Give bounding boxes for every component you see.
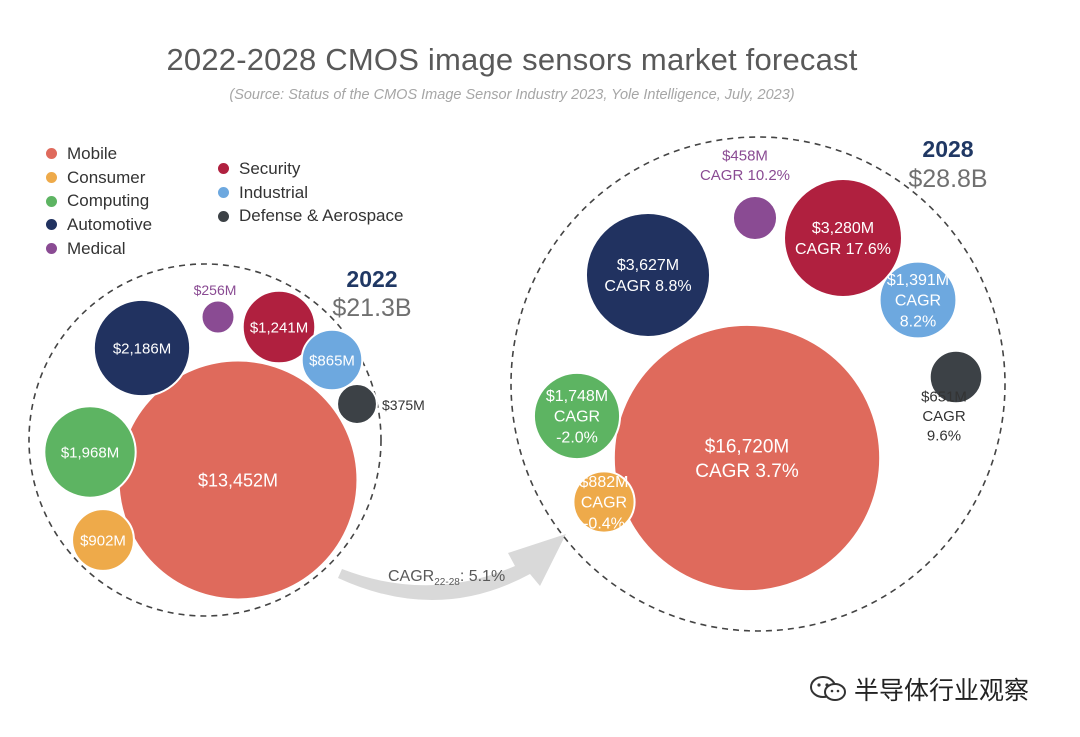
group-2022-bubble-label-automotive: $2,186M (113, 340, 171, 357)
group-2028-year-label: 2028 (922, 136, 973, 162)
group-2028-bubble-label-security: $3,280M CAGR 17.6% (795, 220, 891, 258)
legend-swatch (46, 148, 57, 160)
group-2028-bubble-security (783, 178, 903, 298)
legend-label: Consumer (67, 167, 146, 187)
chart-title: 2022-2028 CMOS image sensors market fore… (166, 42, 858, 77)
group-2028-bubble-label-computing: $1,748M CAGR -2.0% (546, 388, 608, 447)
group-2028-bubble-label-medical: $458M CAGR 10.2% (700, 147, 790, 184)
group-2022-bubble-security (241, 289, 317, 365)
group-2028-bubble-mobile (612, 323, 882, 593)
group-2028-outline (510, 136, 1006, 632)
legend-swatch (46, 172, 57, 184)
group-2028-bubble-label-defense-aerospace: $651M CAGR 9.6% (921, 389, 967, 445)
legend-label: Computing (67, 191, 150, 211)
arrow-cagr-label: CAGR22-28: 5.1% (388, 568, 505, 588)
group-2022-bubble-label-mobile: $13,452M (198, 470, 278, 490)
group-2022-bubble-label-security: $1,241M (250, 319, 308, 336)
group-2022-bubble-label-industrial: $865M (309, 352, 355, 369)
legend-item-automotive: Automotive (46, 213, 152, 237)
group-2022-bubble-label-medical: $256M (194, 282, 237, 298)
growth-arrow (338, 534, 566, 601)
chart-source: (Source: Status of the CMOS Image Sensor… (229, 87, 795, 103)
wechat-icon (810, 676, 846, 701)
group-2022-total-label: $21.3B (332, 294, 411, 322)
legend-swatch (46, 219, 57, 231)
legend-item-computing: Computing (46, 189, 152, 213)
legend-label: Defense & Aerospace (239, 206, 404, 226)
watermark-text: 半导体行业观察 (854, 677, 1030, 705)
legend-label: Industrial (239, 182, 308, 202)
legend-label: Medical (67, 238, 126, 258)
legend-swatch (218, 187, 229, 199)
group-2028-bubble-automotive (584, 211, 712, 339)
legend-item-consumer: Consumer (46, 166, 152, 190)
legend-swatch (218, 210, 229, 222)
group-2028-bubble-label-industrial: $1,391M CAGR 8.2% (887, 272, 949, 331)
legend-item-industrial: Industrial (218, 181, 403, 205)
group-2028-bubble-consumer (572, 470, 636, 534)
legend-swatch (46, 195, 57, 207)
group-2022-outline (28, 263, 382, 617)
watermark: 半导体行业观察 (808, 671, 1029, 707)
group-2028-bubble-label-automotive: $3,627M CAGR 8.8% (604, 257, 691, 295)
legend-item-defense-aerospace: Defense & Aerospace (218, 204, 403, 228)
group-2022-bubble-automotive (92, 298, 192, 398)
group-2022-bubble-consumer (71, 508, 135, 572)
group-2022-bubble-label-computing: $1,968M (61, 444, 119, 461)
group-2028-bubble-industrial (878, 260, 958, 340)
group-2022-bubble-computing (43, 405, 137, 499)
group-2028-bubble-medical (731, 194, 779, 242)
group-2022-year-label: 2022 (346, 266, 397, 292)
legend-item-medical: Medical (46, 237, 152, 261)
legend-swatch (218, 163, 229, 175)
legend-label: Automotive (67, 214, 153, 234)
legend-item-mobile: Mobile (46, 142, 152, 166)
legend-column-1: Mobile Consumer Computing Automotive Medical (46, 142, 152, 260)
group-2022-bubble-industrial (300, 328, 364, 392)
legend-label: Security (239, 158, 301, 178)
group-2022-bubble-label-defense-aerospace: $375M (382, 397, 425, 413)
legend-label: Mobile (67, 143, 118, 163)
group-2028-bubble-label-consumer: $882M CAGR -0.4% (580, 474, 629, 533)
group-2028-bubble-computing (532, 371, 622, 461)
group-2022-bubble-label-consumer: $902M (80, 532, 126, 549)
legend-column-2: Security Industrial Defense & Aerospace (218, 157, 403, 228)
legend-item-security: Security (218, 157, 403, 181)
group-2022-bubble-medical (200, 299, 236, 335)
legend-swatch (46, 243, 57, 255)
group-2022-bubble-defense-aerospace (336, 383, 378, 425)
group-2028-bubble-label-mobile: $16,720M CAGR 3.7% (695, 436, 799, 482)
group-2028-bubble-defense-aerospace (928, 349, 984, 405)
group-2028-total-label: $28.8B (908, 165, 987, 193)
